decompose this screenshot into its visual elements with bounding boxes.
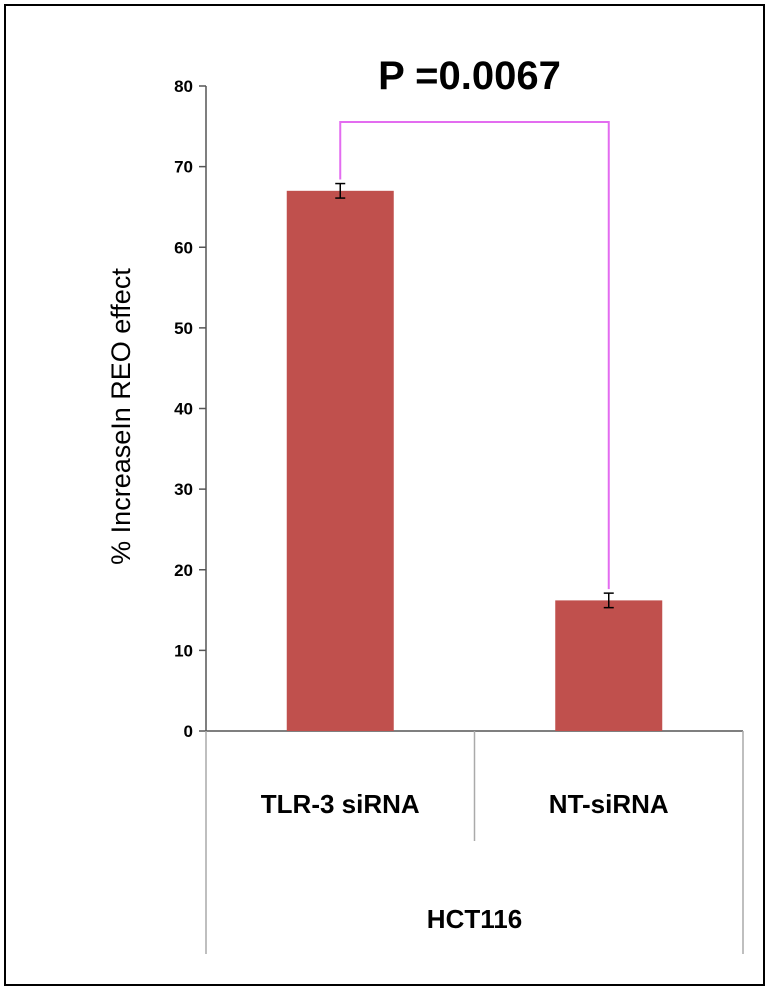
y-tick-label: 70 — [174, 158, 193, 177]
significance-bracket — [339, 121, 610, 590]
bars — [286, 190, 663, 731]
category-label: TLR-3 siRNA — [261, 789, 420, 819]
y-axis-label: % IncreaseIn REO effect — [106, 268, 136, 565]
category-labels: TLR-3 siRNA NT-siRNA — [261, 789, 669, 819]
chart-frame: 0 10 20 30 40 50 60 70 80 TLR-3 siRNA NT-siRNA P … — [4, 4, 765, 986]
category-label: NT-siRNA — [549, 789, 669, 819]
y-tick-label: 40 — [174, 400, 193, 419]
y-axis-ticks: 0 10 20 30 40 50 60 70 80 — [174, 77, 206, 741]
y-tick-label: 60 — [174, 238, 193, 257]
group-label: HCT116 — [427, 904, 522, 934]
y-tick-label: 0 — [184, 722, 193, 741]
bar-chart: 0 10 20 30 40 50 60 70 80 TLR-3 siRNA NT-siRNA P … — [106, 54, 744, 954]
y-tick-label: 50 — [174, 319, 193, 338]
p-value-annotation: P =0.0067 — [378, 54, 561, 98]
bar — [286, 190, 394, 731]
bar — [555, 600, 663, 731]
y-tick-label: 20 — [174, 561, 193, 580]
category-separators — [205, 731, 744, 954]
y-tick-label: 80 — [174, 77, 193, 96]
error-bars — [335, 182, 614, 609]
y-tick-label: 30 — [174, 480, 193, 499]
y-tick-label: 10 — [174, 641, 193, 660]
